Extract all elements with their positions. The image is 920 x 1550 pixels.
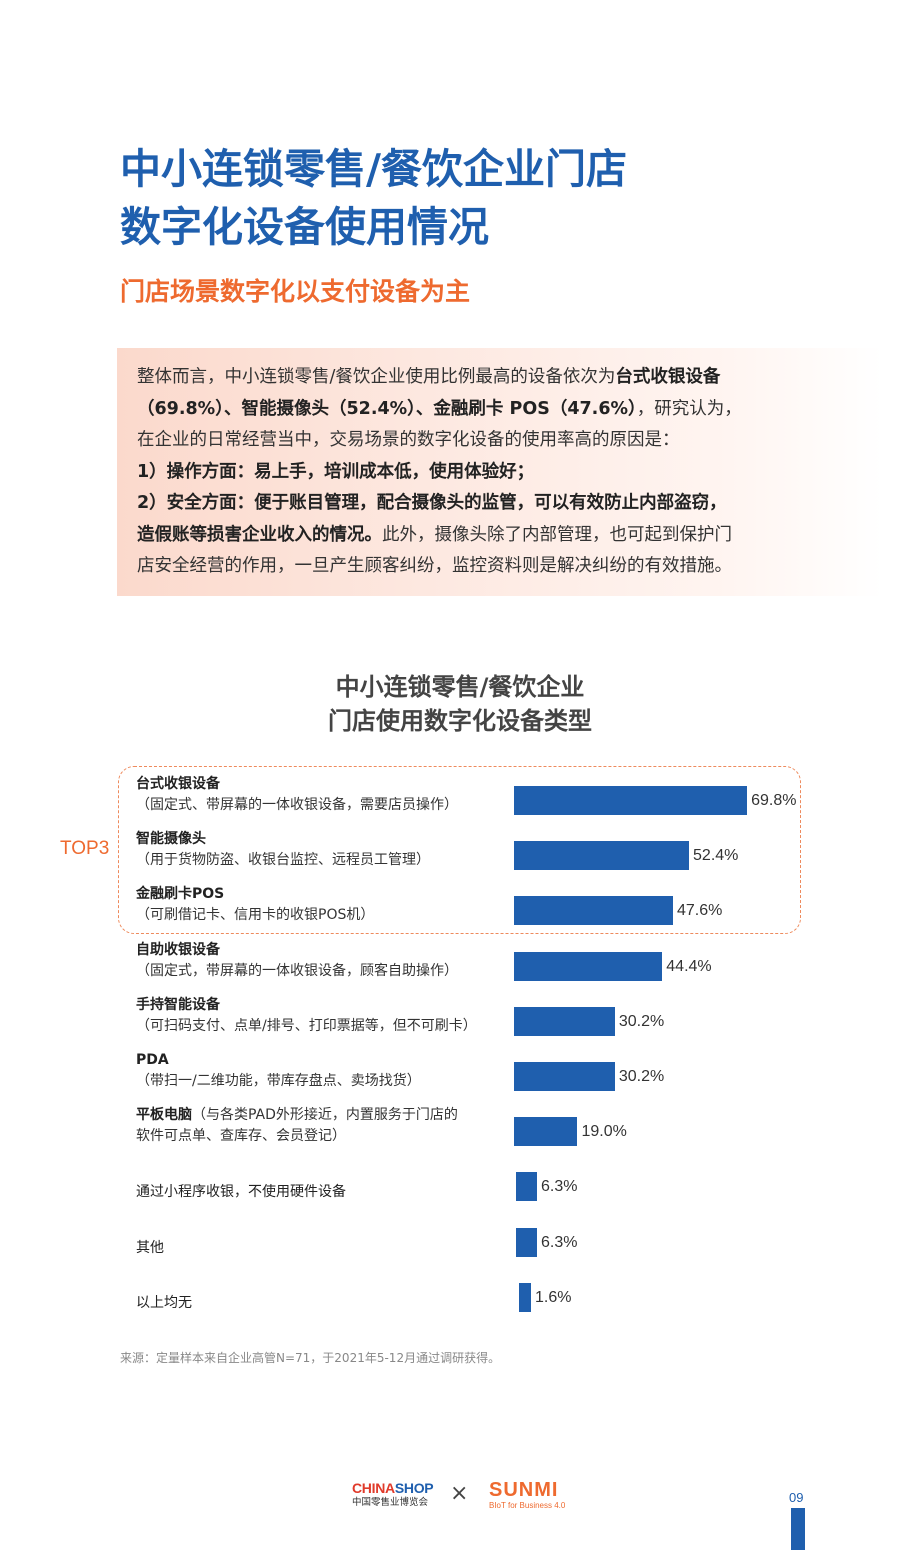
bar-value-label: 47.6% bbox=[676, 902, 723, 920]
category-name: 手持智能设备 bbox=[136, 996, 220, 1013]
sunmi-logo-subtitle: BIoT for Business 4.0 bbox=[489, 1501, 566, 1510]
category-desc: （用于货物防盗、收银台监控、远程员工管理） bbox=[136, 852, 430, 869]
page-tab-marker bbox=[791, 1508, 805, 1550]
category-label: PDA （带扫一/二维功能，带库存盘点、卖场找货） bbox=[136, 1050, 506, 1092]
intro-bold-run: （69.8%）、智能摄像头（52.4%）、金融刷卡 POS（47.6%） bbox=[137, 398, 637, 419]
chinashop-logo-china: CHINA bbox=[352, 1480, 395, 1496]
category-name: 金融刷卡POS bbox=[136, 886, 225, 903]
category-name: 其他 bbox=[136, 1239, 164, 1256]
chart-title-line2: 门店使用数字化设备类型 bbox=[328, 707, 592, 735]
category-label: 金融刷卡POS （可刷借记卡、信用卡的收银POS机） bbox=[136, 884, 506, 926]
page-number: 09 bbox=[789, 1490, 804, 1505]
intro-line: 2）安全方面：便于账目管理，配合摄像头的监管，可以有效防止内部盗窃， bbox=[137, 488, 863, 520]
bar-value-label: 30.2% bbox=[618, 1012, 665, 1030]
bar-value-label: 1.6% bbox=[535, 1288, 572, 1306]
category-desc: （可扫码支付、点单/排号、打印票据等，但不可刷卡） bbox=[136, 1017, 477, 1034]
category-desc: （带扫一/二维功能，带库存盘点、卖场找货） bbox=[136, 1073, 421, 1089]
category-label: 智能摄像头 （用于货物防盗、收银台监控、远程员工管理） bbox=[136, 829, 506, 871]
chart-title: 中小连锁零售/餐饮企业 门店使用数字化设备类型 bbox=[0, 670, 920, 738]
bar bbox=[514, 951, 663, 981]
page-title: 中小连锁零售/餐饮企业门店 数字化设备使用情况 bbox=[120, 140, 627, 256]
category-name: PDA bbox=[136, 1052, 169, 1068]
sunmi-logo: SUNMI BIoT for Business 4.0 bbox=[489, 1480, 579, 1511]
category-label: 台式收银设备 （固定式、带屏幕的一体收银设备，需要店员操作） bbox=[136, 774, 506, 816]
intro-run: 在企业的日常经营当中，交易场景的数字化设备的使用率高的原因是： bbox=[137, 430, 680, 450]
intro-line: 在企业的日常经营当中，交易场景的数字化设备的使用率高的原因是： bbox=[137, 425, 863, 457]
category-name: 以上均无 bbox=[136, 1294, 192, 1311]
intro-run: 整体而言，中小连锁零售/餐饮企业使用比例最高的设备依次为 bbox=[137, 367, 616, 387]
bar bbox=[516, 1227, 538, 1257]
bar-value-label: 6.3% bbox=[541, 1178, 578, 1196]
intro-run: ，研究认为， bbox=[636, 398, 742, 419]
top3-highlight-box bbox=[118, 766, 801, 934]
bar bbox=[514, 1062, 615, 1091]
bar bbox=[519, 1282, 531, 1312]
category-desc: 软件可点单、查库存、会员登记） bbox=[136, 1128, 346, 1145]
category-name: 通过小程序收银，不使用硬件设备 bbox=[136, 1184, 346, 1201]
intro-line: 店安全经营的作用，一旦产生顾客纠纷，监控资料则是解决纠纷的有效措施。 bbox=[137, 551, 863, 583]
chinashop-logo-subtitle: 中国零售业博览会 bbox=[352, 1497, 429, 1508]
bar-value-label: 30.2% bbox=[618, 1068, 665, 1085]
bar-value-label: 69.8% bbox=[751, 792, 797, 809]
category-label: 自助收银设备 （固定式，带屏幕的一体收银设备，顾客自助操作） bbox=[136, 940, 506, 982]
category-desc: （固定式，带屏幕的一体收银设备，顾客自助操作） bbox=[136, 962, 458, 979]
intro-panel: 整体而言，中小连锁零售/餐饮企业使用比例最高的设备依次为台式收银设备 （69.8%… bbox=[117, 348, 883, 596]
sunmi-logo-text: SUNMI bbox=[489, 1479, 559, 1501]
category-desc-inline: （与各类PAD外形接近，内置服务于门店的 bbox=[192, 1107, 458, 1124]
intro-bold-run: 1）操作方面：易上手，培训成本低，使用体验好； bbox=[137, 461, 535, 482]
category-label: 其他 bbox=[136, 1238, 506, 1259]
intro-line: 1）操作方面：易上手，培训成本低，使用体验好； bbox=[137, 457, 863, 489]
intro-line: 整体而言，中小连锁零售/餐饮企业使用比例最高的设备依次为台式收银设备 bbox=[137, 362, 863, 394]
bar-value-label: 52.4% bbox=[693, 847, 739, 865]
bar-value-label: 6.3% bbox=[541, 1233, 578, 1251]
intro-text: 整体而言，中小连锁零售/餐饮企业使用比例最高的设备依次为台式收银设备 （69.8%… bbox=[137, 362, 863, 583]
bar bbox=[514, 786, 748, 815]
footer-logos: CHINASHOP 中国零售业博览会 × SUNMI BIoT for Busi… bbox=[352, 1480, 582, 1512]
category-name: 自助收银设备 bbox=[136, 941, 220, 958]
intro-bold-run: 造假账等损害企业收入的情况。 bbox=[137, 524, 382, 545]
cross-icon: × bbox=[450, 1481, 469, 1506]
bar bbox=[514, 1117, 578, 1147]
chart-title-line1: 中小连锁零售/餐饮企业 bbox=[335, 673, 585, 701]
category-label: 通过小程序收银，不使用硬件设备 bbox=[136, 1182, 506, 1203]
chinashop-logo: CHINASHOP 中国零售业博览会 bbox=[352, 1480, 436, 1509]
category-name: 台式收银设备 bbox=[136, 776, 220, 792]
category-label: 以上均无 bbox=[136, 1293, 506, 1314]
source-note: 来源：定量样本来自企业高管N=71，于2021年5-12月通过调研获得。 bbox=[120, 1351, 501, 1365]
intro-line: 造假账等损害企业收入的情况。此外，摄像头除了内部管理，也可起到保护门 bbox=[137, 520, 863, 552]
intro-line: （69.8%）、智能摄像头（52.4%）、金融刷卡 POS（47.6%），研究认… bbox=[137, 394, 863, 426]
page-subtitle: 门店场景数字化以支付设备为主 bbox=[120, 277, 471, 306]
category-desc: （固定式、带屏幕的一体收银设备，需要店员操作） bbox=[136, 797, 458, 813]
intro-bold-run: 台式收银设备 bbox=[615, 367, 721, 387]
page-title-line2: 数字化设备使用情况 bbox=[120, 203, 489, 251]
page-title-line1: 中小连锁零售/餐饮企业门店 bbox=[120, 145, 627, 193]
top3-label: TOP3 bbox=[60, 838, 110, 859]
bar-value-label: 19.0% bbox=[581, 1123, 627, 1141]
bar-value-label: 44.4% bbox=[666, 957, 712, 975]
category-label: 手持智能设备 （可扫码支付、点单/排号、打印票据等，但不可刷卡） bbox=[136, 995, 506, 1037]
bar bbox=[514, 841, 690, 871]
category-name: 智能摄像头 bbox=[136, 831, 206, 848]
bar bbox=[514, 1006, 615, 1036]
chinashop-logo-shop: SHOP bbox=[394, 1480, 434, 1496]
chinashop-logo-text: CHINASHOP bbox=[352, 1480, 436, 1496]
category-desc: （可刷借记卡、信用卡的收银POS机） bbox=[136, 907, 375, 924]
bar bbox=[516, 1172, 538, 1202]
category-label: 平板电脑（与各类PAD外形接近，内置服务于门店的软件可点单、查库存、会员登记） bbox=[136, 1105, 506, 1147]
bar bbox=[514, 896, 673, 926]
intro-run: 此外，摄像头除了内部管理，也可起到保护门 bbox=[382, 524, 732, 545]
intro-run: 店安全经营的作用，一旦产生顾客纠纷，监控资料则是解决纠纷的有效措施。 bbox=[137, 556, 732, 576]
category-name: 平板电脑 bbox=[136, 1107, 192, 1124]
intro-bold-run: 2）安全方面：便于账目管理，配合摄像头的监管，可以有效防止内部盗窃， bbox=[137, 493, 727, 513]
